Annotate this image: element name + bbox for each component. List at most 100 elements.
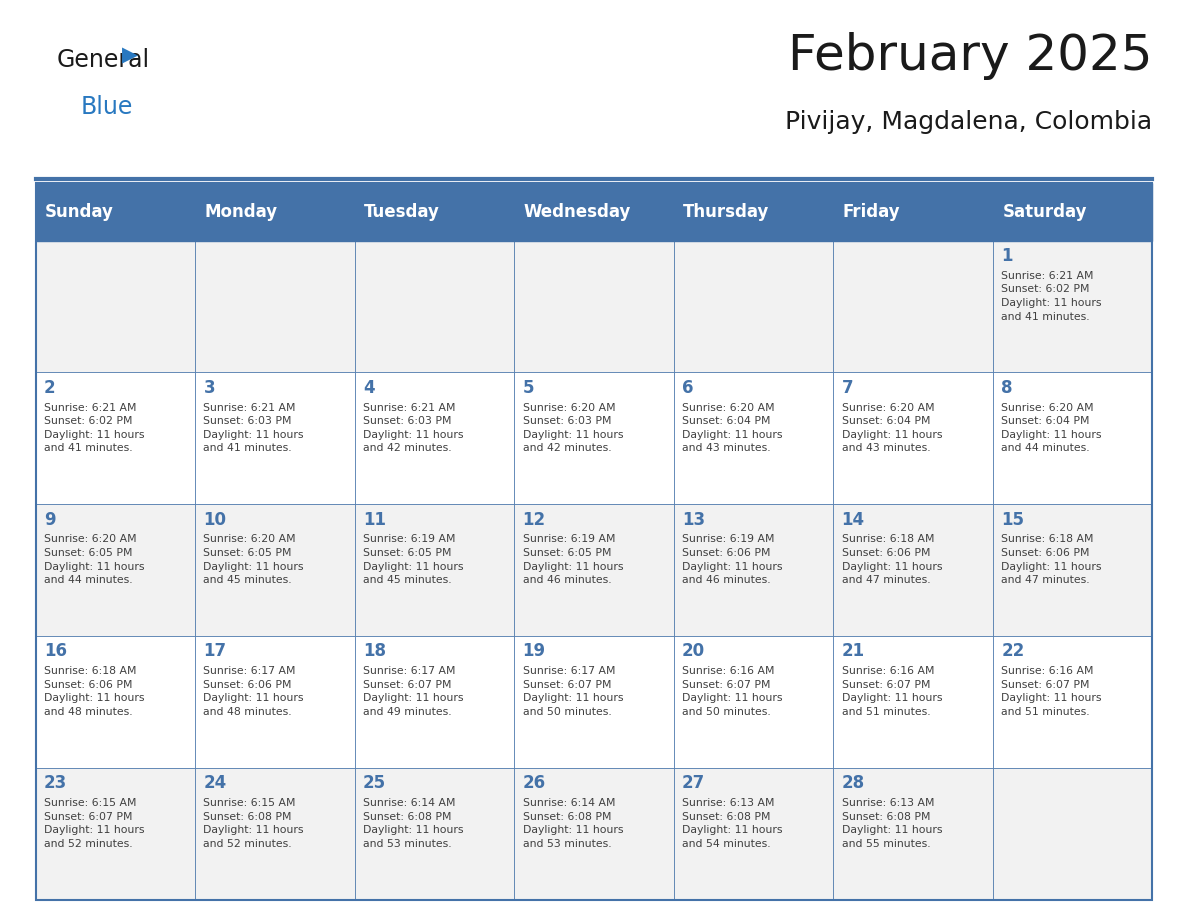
Text: 21: 21	[841, 643, 865, 660]
Text: Wednesday: Wednesday	[524, 203, 631, 220]
Text: 24: 24	[203, 774, 227, 792]
Text: Pivijay, Magdalena, Colombia: Pivijay, Magdalena, Colombia	[785, 110, 1152, 134]
Text: ▶: ▶	[122, 46, 138, 66]
Text: Sunrise: 6:16 AM
Sunset: 6:07 PM
Daylight: 11 hours
and 50 minutes.: Sunrise: 6:16 AM Sunset: 6:07 PM Dayligh…	[682, 666, 783, 717]
Bar	[993, 504, 1152, 636]
Text: Sunday: Sunday	[45, 203, 114, 220]
Text: Sunrise: 6:17 AM
Sunset: 6:07 PM
Daylight: 11 hours
and 49 minutes.: Sunrise: 6:17 AM Sunset: 6:07 PM Dayligh…	[364, 666, 463, 717]
Bar	[674, 504, 833, 636]
Text: Sunrise: 6:15 AM
Sunset: 6:07 PM
Daylight: 11 hours
and 52 minutes.: Sunrise: 6:15 AM Sunset: 6:07 PM Dayligh…	[44, 798, 145, 849]
Text: Tuesday: Tuesday	[365, 203, 440, 220]
Text: Sunrise: 6:19 AM
Sunset: 6:05 PM
Daylight: 11 hours
and 45 minutes.: Sunrise: 6:19 AM Sunset: 6:05 PM Dayligh…	[364, 534, 463, 586]
Text: Sunrise: 6:21 AM
Sunset: 6:03 PM
Daylight: 11 hours
and 41 minutes.: Sunrise: 6:21 AM Sunset: 6:03 PM Dayligh…	[203, 403, 304, 453]
Text: 17: 17	[203, 643, 227, 660]
Text: 18: 18	[364, 643, 386, 660]
Text: Sunrise: 6:13 AM
Sunset: 6:08 PM
Daylight: 11 hours
and 54 minutes.: Sunrise: 6:13 AM Sunset: 6:08 PM Dayligh…	[682, 798, 783, 849]
Text: Sunrise: 6:18 AM
Sunset: 6:06 PM
Daylight: 11 hours
and 48 minutes.: Sunrise: 6:18 AM Sunset: 6:06 PM Dayligh…	[44, 666, 145, 717]
Text: Sunrise: 6:20 AM
Sunset: 6:04 PM
Daylight: 11 hours
and 43 minutes.: Sunrise: 6:20 AM Sunset: 6:04 PM Dayligh…	[682, 403, 783, 453]
Bar	[195, 373, 355, 504]
Bar	[195, 241, 355, 373]
Text: Sunrise: 6:20 AM
Sunset: 6:04 PM
Daylight: 11 hours
and 43 minutes.: Sunrise: 6:20 AM Sunset: 6:04 PM Dayligh…	[841, 403, 942, 453]
Text: 14: 14	[841, 510, 865, 529]
Text: Sunrise: 6:17 AM
Sunset: 6:06 PM
Daylight: 11 hours
and 48 minutes.: Sunrise: 6:17 AM Sunset: 6:06 PM Dayligh…	[203, 666, 304, 717]
Bar	[514, 636, 674, 767]
Bar	[833, 241, 993, 373]
Bar	[674, 636, 833, 767]
Text: 16: 16	[44, 643, 67, 660]
Text: Sunrise: 6:20 AM
Sunset: 6:05 PM
Daylight: 11 hours
and 44 minutes.: Sunrise: 6:20 AM Sunset: 6:05 PM Dayligh…	[44, 534, 145, 586]
Bar	[195, 504, 355, 636]
Text: Sunrise: 6:20 AM
Sunset: 6:04 PM
Daylight: 11 hours
and 44 minutes.: Sunrise: 6:20 AM Sunset: 6:04 PM Dayligh…	[1001, 403, 1101, 453]
Text: 3: 3	[203, 379, 215, 397]
Text: Saturday: Saturday	[1003, 203, 1087, 220]
Text: Thursday: Thursday	[683, 203, 770, 220]
Bar	[993, 241, 1152, 373]
Bar	[674, 241, 833, 373]
Bar	[355, 241, 514, 373]
Text: Sunrise: 6:18 AM
Sunset: 6:06 PM
Daylight: 11 hours
and 47 minutes.: Sunrise: 6:18 AM Sunset: 6:06 PM Dayligh…	[841, 534, 942, 586]
Bar	[195, 636, 355, 767]
Text: 23: 23	[44, 774, 68, 792]
Text: Sunrise: 6:21 AM
Sunset: 6:02 PM
Daylight: 11 hours
and 41 minutes.: Sunrise: 6:21 AM Sunset: 6:02 PM Dayligh…	[1001, 271, 1101, 321]
FancyBboxPatch shape	[36, 183, 195, 241]
Bar	[833, 504, 993, 636]
FancyBboxPatch shape	[993, 183, 1152, 241]
Text: 26: 26	[523, 774, 545, 792]
Bar	[833, 373, 993, 504]
Bar	[514, 504, 674, 636]
Text: 20: 20	[682, 643, 706, 660]
Bar	[195, 767, 355, 900]
Text: 27: 27	[682, 774, 706, 792]
Text: 7: 7	[841, 379, 853, 397]
FancyBboxPatch shape	[833, 183, 993, 241]
Bar	[993, 636, 1152, 767]
Text: Sunrise: 6:19 AM
Sunset: 6:06 PM
Daylight: 11 hours
and 46 minutes.: Sunrise: 6:19 AM Sunset: 6:06 PM Dayligh…	[682, 534, 783, 586]
Text: Blue: Blue	[81, 95, 133, 118]
FancyBboxPatch shape	[514, 183, 674, 241]
Text: Friday: Friday	[842, 203, 901, 220]
Text: Sunrise: 6:13 AM
Sunset: 6:08 PM
Daylight: 11 hours
and 55 minutes.: Sunrise: 6:13 AM Sunset: 6:08 PM Dayligh…	[841, 798, 942, 849]
Text: February 2025: February 2025	[788, 32, 1152, 80]
Text: Sunrise: 6:18 AM
Sunset: 6:06 PM
Daylight: 11 hours
and 47 minutes.: Sunrise: 6:18 AM Sunset: 6:06 PM Dayligh…	[1001, 534, 1101, 586]
Bar	[36, 767, 195, 900]
FancyBboxPatch shape	[674, 183, 833, 241]
Text: Sunrise: 6:16 AM
Sunset: 6:07 PM
Daylight: 11 hours
and 51 minutes.: Sunrise: 6:16 AM Sunset: 6:07 PM Dayligh…	[841, 666, 942, 717]
Text: Sunrise: 6:14 AM
Sunset: 6:08 PM
Daylight: 11 hours
and 53 minutes.: Sunrise: 6:14 AM Sunset: 6:08 PM Dayligh…	[364, 798, 463, 849]
Bar	[833, 767, 993, 900]
Text: General: General	[57, 48, 150, 72]
Text: Sunrise: 6:19 AM
Sunset: 6:05 PM
Daylight: 11 hours
and 46 minutes.: Sunrise: 6:19 AM Sunset: 6:05 PM Dayligh…	[523, 534, 623, 586]
Text: 6: 6	[682, 379, 694, 397]
Bar	[355, 636, 514, 767]
Text: Sunrise: 6:14 AM
Sunset: 6:08 PM
Daylight: 11 hours
and 53 minutes.: Sunrise: 6:14 AM Sunset: 6:08 PM Dayligh…	[523, 798, 623, 849]
Bar	[36, 636, 195, 767]
Text: Sunrise: 6:16 AM
Sunset: 6:07 PM
Daylight: 11 hours
and 51 minutes.: Sunrise: 6:16 AM Sunset: 6:07 PM Dayligh…	[1001, 666, 1101, 717]
Bar	[355, 767, 514, 900]
Text: Sunrise: 6:15 AM
Sunset: 6:08 PM
Daylight: 11 hours
and 52 minutes.: Sunrise: 6:15 AM Sunset: 6:08 PM Dayligh…	[203, 798, 304, 849]
Text: 28: 28	[841, 774, 865, 792]
Text: 12: 12	[523, 510, 545, 529]
Text: 25: 25	[364, 774, 386, 792]
FancyBboxPatch shape	[195, 183, 355, 241]
Text: 22: 22	[1001, 643, 1024, 660]
Bar	[993, 767, 1152, 900]
Text: 13: 13	[682, 510, 706, 529]
Bar	[674, 373, 833, 504]
Bar	[514, 373, 674, 504]
Text: Sunrise: 6:17 AM
Sunset: 6:07 PM
Daylight: 11 hours
and 50 minutes.: Sunrise: 6:17 AM Sunset: 6:07 PM Dayligh…	[523, 666, 623, 717]
Text: 9: 9	[44, 510, 56, 529]
Bar	[674, 767, 833, 900]
Text: 11: 11	[364, 510, 386, 529]
Text: 8: 8	[1001, 379, 1012, 397]
Text: Sunrise: 6:21 AM
Sunset: 6:03 PM
Daylight: 11 hours
and 42 minutes.: Sunrise: 6:21 AM Sunset: 6:03 PM Dayligh…	[364, 403, 463, 453]
Bar	[355, 504, 514, 636]
Bar	[36, 183, 1152, 900]
FancyBboxPatch shape	[355, 183, 514, 241]
Text: Sunrise: 6:21 AM
Sunset: 6:02 PM
Daylight: 11 hours
and 41 minutes.: Sunrise: 6:21 AM Sunset: 6:02 PM Dayligh…	[44, 403, 145, 453]
Text: 19: 19	[523, 643, 545, 660]
Bar	[514, 767, 674, 900]
Text: 15: 15	[1001, 510, 1024, 529]
Text: 1: 1	[1001, 247, 1012, 265]
Bar	[355, 373, 514, 504]
Text: 4: 4	[364, 379, 374, 397]
Bar	[36, 183, 1152, 241]
